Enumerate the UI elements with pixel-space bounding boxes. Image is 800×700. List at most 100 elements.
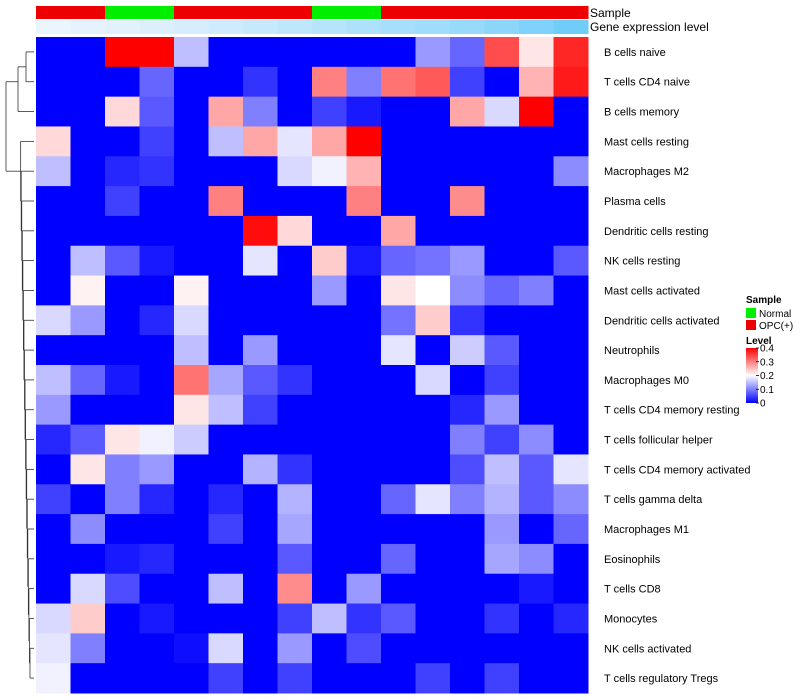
sample-annotation-cell [381, 6, 416, 19]
heatmap-cell [450, 454, 485, 485]
heatmap-cell [450, 335, 485, 366]
heatmap-cell [174, 275, 209, 306]
heatmap-cell [139, 156, 175, 187]
row-label: NK cells activated [604, 643, 691, 655]
heatmap-cell [243, 663, 278, 694]
heatmap-cell [36, 424, 71, 455]
heatmap-cell [553, 514, 589, 545]
heatmap-cell [139, 96, 175, 127]
heatmap-cell [36, 126, 71, 157]
sample-annotation-cell [70, 6, 106, 19]
row-label: B cells naive [604, 47, 666, 59]
heatmap-cell [312, 603, 347, 634]
heatmap-cell [36, 603, 71, 634]
heatmap-cell [415, 215, 451, 247]
heatmap-cell [312, 126, 347, 157]
row-label: Plasma cells [604, 196, 666, 208]
gene-expression-annotation-cell [381, 20, 416, 34]
heatmap-cell [277, 365, 313, 396]
heatmap-cell [415, 484, 451, 515]
heatmap-cell [70, 633, 106, 664]
heatmap-cell [70, 573, 106, 605]
heatmap-cell [70, 335, 106, 366]
heatmap-cell [208, 543, 244, 575]
heatmap-cell [105, 484, 140, 515]
heatmap-cell [243, 603, 278, 634]
heatmap-cell [553, 603, 589, 634]
row-label: Mast cells activated [604, 285, 700, 297]
sample-annotation-cell [243, 6, 278, 19]
heatmap-cell [346, 37, 382, 68]
heatmap-cell [312, 156, 347, 187]
heatmap-cell [381, 454, 416, 485]
heatmap-cell [519, 96, 554, 127]
heatmap-cell [381, 156, 416, 187]
heatmap-cell [139, 126, 175, 157]
heatmap-cell [105, 305, 140, 336]
row-label: T cells CD4 memory activated [604, 464, 751, 476]
heatmap-cell [277, 335, 313, 366]
sample-annotation-cell [174, 6, 209, 19]
row-dendrogram [5, 51, 34, 679]
heatmap-cell [277, 424, 313, 455]
heatmap-cell [484, 514, 520, 545]
heatmap-cell [243, 245, 278, 277]
sample-annotation-cell [208, 6, 244, 19]
heatmap-cell [450, 424, 485, 455]
heatmap-cell [553, 96, 589, 127]
heatmap-cell [519, 573, 554, 605]
sample-annotation-cell [484, 6, 520, 19]
heatmap-cell [450, 543, 485, 575]
heatmap-cell [450, 484, 485, 515]
heatmap-cell [139, 514, 175, 545]
heatmap-cell [519, 305, 554, 336]
heatmap-cell [208, 37, 244, 68]
heatmap-cell [484, 305, 520, 336]
heatmap-cell [105, 335, 140, 366]
heatmap-cell [450, 365, 485, 396]
sample-annotation-label: Sample [590, 6, 631, 20]
heatmap-cell [484, 126, 520, 157]
heatmap-cell [36, 305, 71, 336]
heatmap-cell [312, 335, 347, 366]
heatmap-cell [174, 454, 209, 485]
level-tick-label: 0.1 [760, 385, 774, 396]
gene-expression-annotation-cell [105, 20, 140, 34]
row-label: T cells CD4 memory resting [604, 405, 740, 417]
heatmap-cell [519, 365, 554, 396]
heatmap-cell [553, 663, 589, 694]
heatmap-cell [484, 156, 520, 187]
heatmap-cell [519, 543, 554, 575]
heatmap-cell [243, 37, 278, 68]
heatmap-cell [277, 573, 313, 605]
heatmap-cell [174, 663, 209, 694]
sample-legend-label: OPC(+) [759, 321, 793, 332]
heatmap-cell [450, 126, 485, 157]
heatmap-cell [346, 424, 382, 455]
heatmap-cell [553, 37, 589, 68]
heatmap-cell [243, 275, 278, 306]
heatmap-cell [484, 394, 520, 426]
heatmap-cell [208, 96, 244, 127]
heatmap-cell [139, 633, 175, 664]
heatmap-cell [208, 633, 244, 664]
gene-expression-annotation-cell [36, 20, 71, 34]
heatmap-cell [105, 37, 140, 68]
heatmap-cell [277, 156, 313, 187]
heatmap-cell [174, 394, 209, 426]
heatmap-cell [450, 603, 485, 634]
heatmap-cell [450, 156, 485, 187]
heatmap-cell [70, 66, 106, 98]
heatmap-cell [277, 37, 313, 68]
heatmap-cell [70, 215, 106, 247]
heatmap-cell [174, 543, 209, 575]
row-label: Eosinophils [604, 554, 661, 566]
heatmap-cell [450, 275, 485, 306]
heatmap-cell [415, 186, 451, 217]
heatmap-cell [105, 275, 140, 306]
heatmap-cell [105, 514, 140, 545]
heatmap-cell [484, 603, 520, 634]
heatmap-cell [450, 663, 485, 694]
heatmap-cell [381, 215, 416, 247]
heatmap-cell [519, 215, 554, 247]
